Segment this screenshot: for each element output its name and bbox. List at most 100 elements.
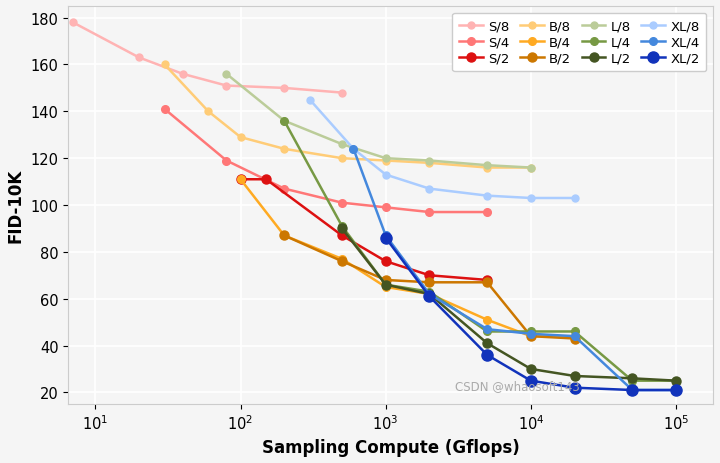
B/4 — [425, 292, 433, 297]
XL/8 — [570, 196, 579, 201]
B/8 — [204, 109, 212, 115]
L/8 — [338, 142, 346, 148]
S/4 — [382, 205, 390, 211]
XL/4 — [382, 233, 390, 239]
XL/4 — [483, 326, 492, 332]
Line: L/2: L/2 — [338, 225, 680, 385]
B/4 — [570, 334, 579, 339]
Line: XL/8: XL/8 — [306, 97, 578, 202]
Line: B/8: B/8 — [161, 62, 534, 172]
S/8 — [222, 84, 231, 89]
B/4 — [483, 317, 492, 323]
B/8 — [526, 165, 535, 171]
S/8 — [280, 86, 289, 92]
Line: B/4: B/4 — [237, 176, 578, 340]
S/2 — [382, 259, 390, 264]
S/8 — [179, 72, 187, 77]
L/4 — [672, 378, 680, 384]
S/2 — [236, 177, 245, 182]
S/4 — [222, 158, 231, 164]
B/8 — [338, 156, 346, 162]
Line: L/4: L/4 — [280, 118, 680, 385]
L/2 — [483, 341, 492, 346]
L/4 — [425, 289, 433, 295]
L/2 — [526, 366, 535, 372]
S/4 — [161, 107, 169, 113]
S/2 — [425, 273, 433, 278]
XL/4 — [672, 388, 680, 393]
B/2 — [382, 278, 390, 283]
S/4 — [425, 210, 433, 215]
Y-axis label: FID-10K: FID-10K — [7, 169, 25, 243]
Line: XL/4: XL/4 — [350, 146, 680, 394]
L/8 — [425, 158, 433, 164]
L/4 — [382, 282, 390, 288]
B/4 — [338, 257, 346, 262]
XL/2 — [425, 294, 433, 300]
L/8 — [483, 163, 492, 169]
S/8 — [68, 20, 77, 26]
B/8 — [161, 63, 169, 68]
Line: S/4: S/4 — [161, 106, 491, 216]
XL/4 — [628, 388, 636, 393]
L/4 — [628, 378, 636, 384]
B/4 — [526, 334, 535, 339]
L/4 — [280, 119, 289, 124]
L/2 — [338, 226, 346, 232]
S/2 — [338, 233, 346, 239]
XL/8 — [349, 147, 358, 152]
S/8 — [338, 91, 346, 96]
XL/4 — [526, 332, 535, 337]
XL/8 — [526, 196, 535, 201]
B/8 — [236, 135, 245, 141]
B/2 — [280, 233, 289, 239]
L/4 — [338, 224, 346, 229]
Line: S/2: S/2 — [236, 175, 492, 285]
L/2 — [425, 292, 433, 297]
S/4 — [483, 210, 492, 215]
XL/2 — [382, 236, 390, 241]
L/2 — [382, 282, 390, 288]
L/4 — [483, 329, 492, 335]
B/8 — [483, 165, 492, 171]
B/2 — [526, 334, 535, 339]
XL/2 — [483, 352, 492, 358]
L/4 — [526, 329, 535, 335]
S/8 — [135, 56, 143, 61]
B/2 — [570, 336, 579, 342]
L/8 — [222, 72, 231, 77]
L/2 — [628, 375, 636, 381]
L/8 — [526, 165, 535, 171]
L/8 — [280, 119, 289, 124]
Line: S/8: S/8 — [69, 20, 346, 97]
B/2 — [338, 259, 346, 264]
L/2 — [570, 373, 579, 379]
XL/8 — [305, 98, 314, 103]
B/8 — [382, 158, 390, 164]
XL/4 — [570, 334, 579, 339]
XL/2 — [570, 385, 579, 391]
B/2 — [483, 280, 492, 286]
Line: XL/2: XL/2 — [380, 233, 682, 396]
B/2 — [425, 280, 433, 286]
B/4 — [236, 177, 245, 182]
L/4 — [570, 329, 579, 335]
S/2 — [262, 177, 271, 182]
XL/8 — [425, 187, 433, 192]
XL/8 — [483, 194, 492, 199]
XL/8 — [382, 172, 390, 178]
XL/2 — [526, 378, 535, 384]
S/2 — [483, 278, 492, 283]
Line: B/2: B/2 — [279, 232, 579, 343]
XL/2 — [672, 388, 680, 393]
B/4 — [280, 233, 289, 239]
L/2 — [672, 378, 680, 384]
XL/4 — [349, 147, 358, 152]
B/4 — [382, 285, 390, 290]
S/4 — [280, 187, 289, 192]
B/8 — [280, 147, 289, 152]
Legend: S/8, S/4, S/2, B/8, B/4, B/2, L/8, L/4, L/2, XL/8, XL/4, XL/2: S/8, S/4, S/2, B/8, B/4, B/2, L/8, L/4, … — [452, 13, 706, 72]
XL/2 — [628, 388, 636, 393]
XL/4 — [425, 292, 433, 297]
L/8 — [382, 156, 390, 162]
